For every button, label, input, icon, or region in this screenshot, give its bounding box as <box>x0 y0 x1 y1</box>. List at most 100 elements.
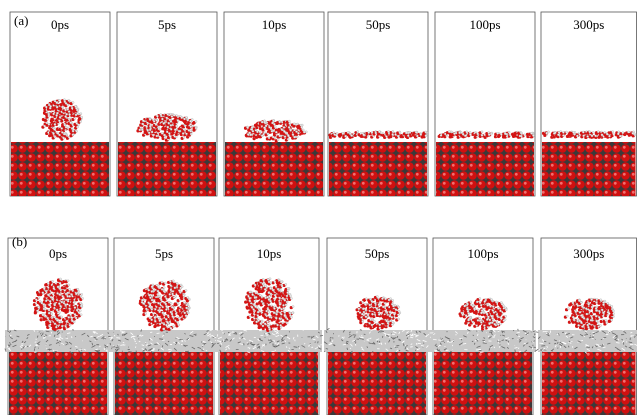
water-hydrogen <box>598 316 600 318</box>
water-hydrogen <box>149 118 151 120</box>
water-hydrogen <box>55 318 57 320</box>
water-hydrogen <box>358 308 360 310</box>
water-hydrogen <box>65 115 67 117</box>
water-hydrogen <box>287 291 289 293</box>
water-hydrogen <box>376 295 378 297</box>
water-hydrogen <box>344 135 346 137</box>
water-hydrogen <box>612 131 614 133</box>
water-hydrogen <box>169 135 171 137</box>
water-hydrogen <box>45 290 47 292</box>
water-hydrogen <box>190 126 192 128</box>
substrate <box>329 142 427 196</box>
water-hydrogen <box>68 118 70 120</box>
water-hydrogen <box>261 135 263 137</box>
water-hydrogen <box>81 297 83 299</box>
water-hydrogen <box>279 135 281 137</box>
time-label: 0ps <box>49 246 67 261</box>
water-hydrogen <box>588 303 590 305</box>
water-hydrogen <box>567 308 569 310</box>
water-hydrogen <box>484 300 486 302</box>
water-hydrogen <box>291 312 293 314</box>
coating-chain <box>43 337 45 338</box>
water-hydrogen <box>59 282 61 284</box>
water-hydrogen <box>170 284 172 286</box>
water-hydrogen <box>279 121 281 123</box>
time-label: 5ps <box>158 17 176 32</box>
water-hydrogen <box>150 294 152 296</box>
water-hydrogen <box>180 287 182 289</box>
water-hydrogen <box>165 324 167 326</box>
water-hydrogen <box>64 124 66 126</box>
water-hydrogen <box>161 132 163 134</box>
water-hydrogen <box>268 292 270 294</box>
water-hydrogen <box>480 304 482 306</box>
water-hydrogen <box>393 313 395 315</box>
water-hydrogen <box>605 319 607 321</box>
water-hydrogen <box>48 309 50 311</box>
water-hydrogen <box>572 302 574 304</box>
coating-chain <box>593 335 594 336</box>
water-hydrogen <box>300 124 302 126</box>
water-hydrogen <box>595 307 597 309</box>
water-hydrogen <box>494 323 496 325</box>
water-hydrogen <box>479 302 481 304</box>
water-hydrogen <box>273 312 275 314</box>
water-hydrogen <box>47 282 49 284</box>
water-hydrogen <box>600 299 602 301</box>
water-hydrogen <box>250 134 252 136</box>
water-hydrogen <box>58 99 60 101</box>
water-hydrogen <box>252 294 254 296</box>
water-hydrogen <box>179 306 181 308</box>
water-hydrogen <box>177 119 179 121</box>
water-hydrogen <box>165 303 167 305</box>
water-hydrogen <box>495 301 497 303</box>
coating-chain <box>472 341 473 342</box>
water-hydrogen <box>587 135 589 137</box>
substrate <box>11 142 109 196</box>
water-hydrogen <box>481 131 483 133</box>
water-hydrogen <box>49 300 51 302</box>
water-hydrogen <box>592 131 594 133</box>
water-hydrogen <box>167 126 169 128</box>
substrate <box>542 142 636 196</box>
water-hydrogen <box>80 120 82 122</box>
water-hydrogen <box>497 323 499 325</box>
water-hydrogen <box>472 321 474 323</box>
water-hydrogen <box>65 102 67 104</box>
water-hydrogen <box>260 286 262 288</box>
water-hydrogen <box>168 132 170 134</box>
water-hydrogen <box>486 313 488 315</box>
water-hydrogen <box>606 133 608 135</box>
water-hydrogen <box>38 296 40 298</box>
water-hydrogen <box>576 320 578 322</box>
water-hydrogen <box>280 281 282 283</box>
water-hydrogen <box>611 319 613 321</box>
water-hydrogen <box>566 315 568 317</box>
water-hydrogen <box>157 302 159 304</box>
water-hydrogen <box>583 135 585 137</box>
water-hydrogen <box>173 296 175 298</box>
water-hydrogen <box>169 293 171 295</box>
water-hydrogen <box>275 131 277 133</box>
water-hydrogen <box>184 312 186 314</box>
water-hydrogen <box>183 128 185 130</box>
water-hydrogen <box>172 290 174 292</box>
water-hydrogen <box>289 312 291 314</box>
water-hydrogen <box>595 315 597 317</box>
water-hydrogen <box>68 110 70 112</box>
water-hydrogen <box>186 310 188 312</box>
water-hydrogen <box>595 135 597 137</box>
coating-chain <box>111 348 112 349</box>
water-hydrogen <box>287 135 289 137</box>
water-hydrogen <box>157 286 159 288</box>
substrate <box>118 142 216 196</box>
water-hydrogen <box>158 128 160 130</box>
water-hydrogen <box>51 313 53 315</box>
page: {"panel_a": {"label": "(a)", "times": ["… <box>0 0 637 415</box>
water-hydrogen <box>58 120 60 122</box>
water-hydrogen <box>588 309 590 311</box>
water-hydrogen <box>488 131 490 133</box>
water-hydrogen <box>288 120 290 122</box>
water-hydrogen <box>519 135 521 137</box>
water-hydrogen <box>466 308 468 310</box>
